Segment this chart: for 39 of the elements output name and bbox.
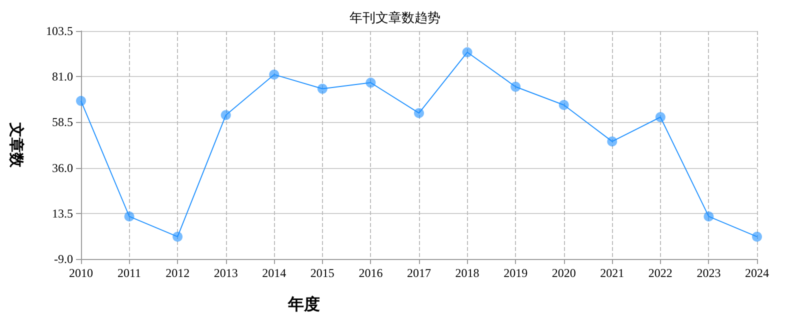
point [510, 82, 521, 92]
y-axis-title: 文章数 [8, 122, 26, 168]
x-tick-label: 2023 [696, 266, 721, 280]
point [414, 108, 424, 118]
point [172, 232, 183, 242]
x-tick-label: 2024 [745, 266, 769, 280]
x-tick-label: 2014 [262, 266, 286, 280]
x-tick-label: 2019 [504, 266, 528, 280]
point [462, 47, 472, 58]
chart-title: 年刊文章数趋势 [350, 10, 440, 25]
x-tick-label: 2013 [214, 266, 238, 280]
point [124, 211, 134, 222]
x-tick-label: 2011 [118, 266, 142, 280]
point [704, 211, 714, 222]
x-tick-label: 2012 [166, 266, 190, 280]
x-tick-label: 2018 [455, 266, 480, 280]
point [317, 84, 328, 94]
y-tick-label: 36.0 [52, 160, 73, 175]
point [220, 110, 231, 120]
y-tick-label: 103.5 [46, 24, 73, 38]
y-tick-label: -9.0 [54, 252, 73, 266]
point [366, 78, 376, 88]
x-axis-title: 年度 [287, 294, 320, 314]
point [269, 70, 280, 80]
y-tick-label: 58.5 [52, 115, 73, 130]
x-tick-label: 2021 [600, 266, 624, 280]
point [558, 100, 569, 110]
point [655, 112, 666, 122]
x-tick-label: 2016 [358, 266, 383, 280]
y-tick-label: 13.5 [52, 206, 73, 220]
x-tick-label: 2022 [648, 266, 672, 280]
point [607, 136, 618, 146]
point [76, 96, 86, 106]
x-tick-label: 2020 [552, 266, 576, 280]
x-tick-label: 2015 [310, 266, 334, 280]
x-tick-label: 2010 [69, 266, 93, 280]
point [752, 232, 762, 242]
x-tick-label: 2017 [407, 266, 431, 280]
y-tick-label: 81.0 [52, 70, 73, 84]
